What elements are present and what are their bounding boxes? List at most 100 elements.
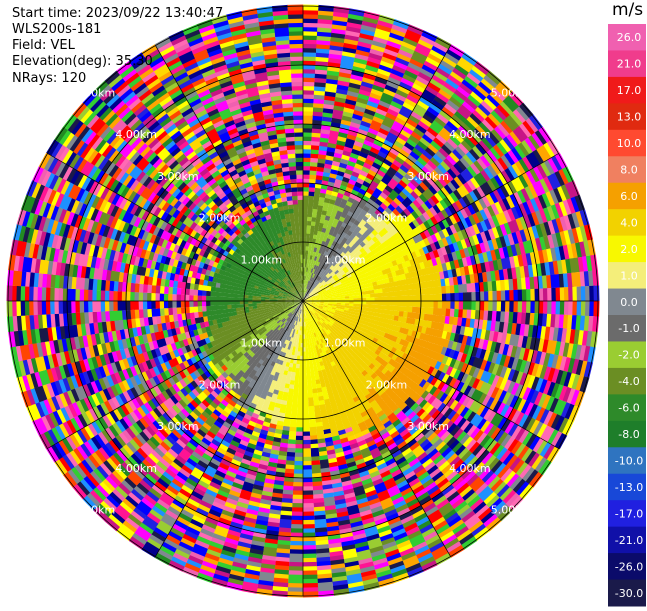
- radar-gate: [310, 363, 314, 368]
- radar-gate: [298, 398, 303, 403]
- radar-gate: [387, 296, 392, 301]
- radar-gate: [307, 385, 312, 390]
- radar-gate: [303, 204, 308, 209]
- radar-gate: [375, 297, 380, 301]
- radar-gate: [287, 591, 303, 597]
- radar-gate: [378, 305, 383, 310]
- radar-gate: [299, 368, 303, 373]
- radar-gate: [387, 292, 392, 297]
- radar-gate: [303, 221, 307, 226]
- radar-gate: [362, 304, 367, 308]
- radar-gate: [345, 301, 350, 304]
- radar-gate: [303, 254, 306, 259]
- radar-gate: [298, 389, 303, 394]
- radar-gate: [306, 246, 309, 251]
- radar-gate: [305, 339, 307, 344]
- radar-gate: [366, 298, 371, 302]
- radar-gate: [383, 297, 388, 301]
- radar-gate: [379, 301, 384, 305]
- radar-gate: [306, 360, 310, 365]
- radar-gate: [305, 259, 307, 264]
- radar-gate: [296, 360, 300, 365]
- radar-gate: [297, 406, 303, 411]
- radar-gate: [353, 295, 358, 298]
- radar-gate: [307, 368, 311, 373]
- radar-gate: [379, 297, 384, 301]
- radar-gate: [370, 294, 375, 298]
- radar-gate: [307, 381, 312, 386]
- radar-gate: [303, 199, 308, 204]
- radar-gate: [374, 305, 379, 309]
- radar-gate: [300, 360, 303, 365]
- radar-gate: [400, 301, 405, 306]
- radar-gate: [306, 351, 309, 356]
- radar-gate: [294, 385, 299, 390]
- radar-gate: [408, 295, 413, 301]
- radar-gate: [295, 372, 299, 377]
- radar-gate: [295, 376, 300, 381]
- radar-gate: [299, 381, 304, 386]
- radar-gate: [362, 298, 367, 301]
- radar-gate: [391, 296, 396, 301]
- radar-gate: [370, 305, 375, 309]
- radar-gate: [299, 339, 301, 344]
- radar-gate: [318, 5, 334, 12]
- radar-gate: [354, 301, 359, 304]
- radar-gate: [378, 293, 383, 298]
- radar-gate: [305, 250, 308, 255]
- radar-gate: [307, 212, 312, 217]
- radar-gate: [306, 364, 310, 369]
- radar-gate: [310, 234, 314, 239]
- radar-gate: [303, 216, 308, 221]
- radar-gate: [297, 351, 300, 356]
- radar-gate: [303, 5, 319, 11]
- radar-gate: [292, 363, 296, 368]
- radar-gate: [303, 406, 309, 411]
- radar-gate: [296, 364, 300, 369]
- radar-gate: [383, 301, 388, 306]
- radar-gate: [303, 343, 305, 348]
- radar-gate: [383, 292, 388, 297]
- radar-gate: [303, 389, 308, 394]
- radar-gate: [391, 301, 396, 306]
- radar-gate: [306, 238, 310, 243]
- radar-gate: [354, 298, 359, 301]
- radar-gate: [303, 402, 309, 407]
- radar-gate: [306, 233, 310, 238]
- radar-gate: [349, 301, 354, 304]
- radar-gate: [303, 225, 307, 230]
- radar-gate: [298, 385, 303, 390]
- radar-gate: [370, 301, 375, 305]
- radar-gate: [303, 373, 307, 378]
- radar-gate: [307, 372, 311, 377]
- radar-gate: [303, 398, 308, 403]
- radar-gate: [318, 590, 334, 597]
- radar-gate: [303, 377, 307, 382]
- radar-gate: [298, 347, 301, 352]
- radar-gate: [303, 250, 306, 255]
- radar-gate: [298, 394, 303, 399]
- radar-gate: [593, 301, 599, 317]
- radar-gate: [366, 301, 371, 305]
- radar-gate: [303, 195, 309, 200]
- radar-gate: [303, 394, 308, 399]
- radar-gate: [396, 296, 401, 301]
- radar-gate: [400, 296, 405, 301]
- radar-gate: [303, 368, 307, 373]
- radar-gate: [362, 294, 367, 298]
- radar-gate: [365, 290, 370, 294]
- radar-gate: [404, 301, 409, 307]
- radar-gate: [303, 191, 309, 196]
- radar-gate: [307, 216, 312, 221]
- radar-gate: [299, 373, 303, 378]
- radar-gate: [303, 212, 308, 217]
- radar-gate: [303, 233, 307, 238]
- radar-gate: [303, 591, 319, 597]
- radar-gate: [303, 208, 308, 213]
- radar-gate: [303, 238, 306, 243]
- radar-gate: [294, 381, 299, 386]
- radar-gate: [375, 301, 380, 305]
- radar-gate: [307, 225, 311, 230]
- radar-gate: [404, 296, 409, 302]
